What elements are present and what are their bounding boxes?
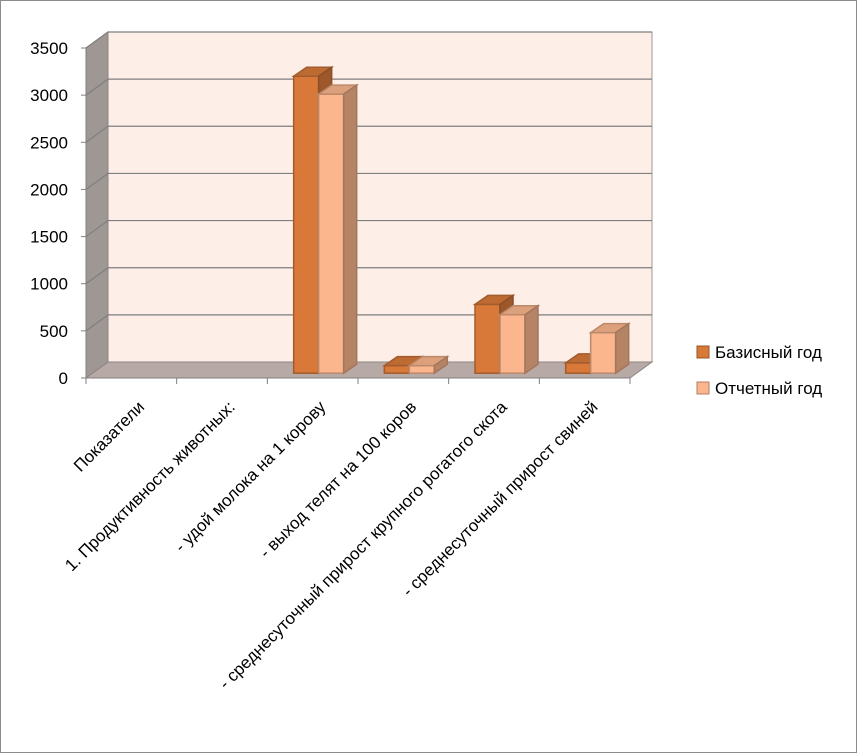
chart-walls	[84, 31, 654, 379]
y-tick-label: 2500	[30, 133, 68, 152]
x-tick-label: - выход телят на 100 коров	[256, 397, 420, 561]
bar-front	[408, 364, 436, 374]
bar-side	[433, 355, 449, 375]
gridline	[85, 314, 652, 332]
legend-label: Базисный год	[715, 343, 822, 362]
y-tick-label: 1000	[30, 275, 68, 294]
legend: Базисный год Отчетный год	[696, 343, 822, 398]
y-tick-label: 2000	[30, 180, 68, 199]
y-tick-label: 500	[40, 322, 68, 341]
bar	[497, 304, 541, 375]
y-tick-label: 3500	[30, 39, 68, 58]
bar-front	[474, 303, 501, 374]
bar-front	[317, 93, 345, 374]
bar-side	[342, 83, 358, 375]
back-wall	[107, 31, 653, 363]
gridline	[85, 219, 652, 238]
bar-front	[589, 331, 617, 374]
gridlines	[85, 31, 652, 332]
gridline	[85, 267, 652, 285]
bar-front	[499, 313, 526, 374]
bar	[588, 322, 632, 375]
gridline	[85, 78, 652, 96]
bars	[291, 65, 632, 375]
bar-side	[524, 304, 539, 375]
gridline	[85, 31, 652, 49]
x-tick-label: 1. Продуктивность животных:	[61, 397, 239, 575]
x-tick-label: Показатели	[70, 397, 148, 475]
bar	[406, 355, 450, 375]
x-tick-label: - удой молока на 1 корову	[171, 397, 330, 556]
y-tick-label: 3000	[30, 86, 68, 105]
bar-front	[383, 364, 411, 374]
y-tick-label: 0	[59, 369, 68, 388]
gridline	[85, 125, 652, 143]
bar-side	[614, 322, 630, 375]
bar-front	[292, 75, 320, 374]
y-tick-label: 1500	[30, 228, 68, 247]
y-axis: 0 500 1000 1500 2000 2500 3000 3500	[30, 39, 87, 388]
bar	[316, 83, 360, 375]
side-wall	[85, 31, 109, 379]
bar-front	[564, 362, 592, 374]
legend-swatch	[696, 345, 710, 359]
gridline	[85, 172, 652, 190]
legend-label: Отчетный год	[715, 379, 822, 398]
legend-swatch	[696, 381, 710, 395]
x-tick-label: - среднесуточный прирост свиней	[399, 397, 602, 600]
